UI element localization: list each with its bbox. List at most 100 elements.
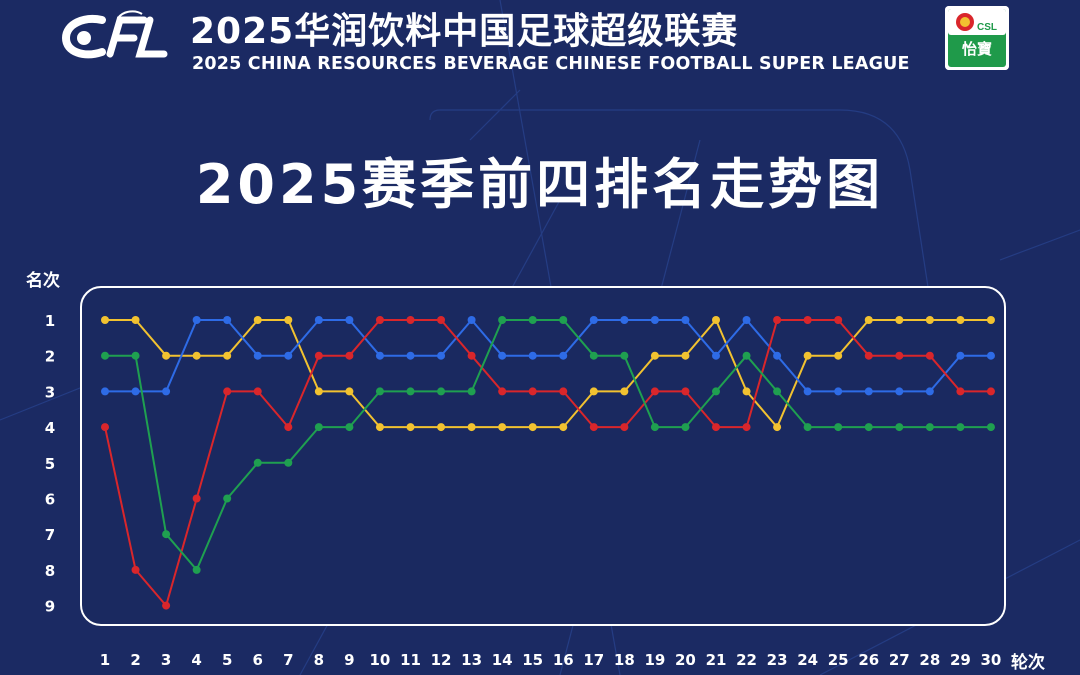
series-3-point	[406, 316, 415, 324]
series-line-2	[105, 319, 991, 393]
series-1-point	[223, 351, 232, 360]
series-1-point	[406, 423, 415, 432]
series-2-point	[375, 351, 384, 360]
series-4-point	[681, 423, 690, 432]
series-2-point	[895, 387, 904, 396]
series-1-point	[589, 387, 598, 396]
series-3-point	[162, 601, 171, 610]
series-2-point	[437, 351, 446, 360]
series-1-point	[467, 423, 476, 432]
series-3-point	[895, 351, 904, 360]
series-3-point	[986, 387, 995, 396]
series-line-1	[105, 319, 991, 429]
x-tick-label: 29	[950, 651, 971, 669]
x-tick-label: 16	[553, 651, 574, 669]
series-4-point	[375, 387, 384, 396]
series-4-point	[192, 565, 201, 574]
series-3-point	[192, 494, 201, 503]
series-2-point	[681, 316, 690, 324]
series-4-point	[803, 423, 812, 432]
series-1-point	[192, 351, 201, 360]
series-1-point	[834, 351, 843, 360]
series-1-point	[620, 387, 629, 396]
series-3-point	[101, 423, 109, 432]
x-tick-label: 8	[314, 651, 324, 669]
series-3-point	[589, 423, 598, 432]
series-4-point	[956, 423, 965, 432]
series-3-point	[834, 316, 843, 324]
series-1-point	[375, 423, 384, 432]
series-3-point	[467, 351, 476, 360]
series-3-point	[284, 423, 293, 432]
x-tick-label: 25	[828, 651, 849, 669]
series-3-point	[925, 351, 934, 360]
series-3-point	[375, 316, 384, 324]
series-2-point	[101, 387, 109, 396]
series-1-point	[925, 316, 934, 324]
x-tick-label: 14	[492, 651, 513, 669]
series-3-point	[773, 316, 782, 324]
series-2-point	[314, 316, 323, 324]
series-4-point	[528, 316, 537, 324]
series-1-point	[773, 423, 782, 432]
sponsor-badge-text: CSL	[977, 22, 997, 33]
x-tick-label: 13	[461, 651, 482, 669]
y-tick-label: 6	[45, 491, 55, 509]
series-line-3	[104, 319, 991, 607]
series-4-point	[864, 423, 873, 432]
x-tick-label: 19	[644, 651, 665, 669]
series-2-point	[498, 351, 507, 360]
series-2-point	[742, 316, 751, 324]
header: 2025华润饮料中国足球超级联赛 2025 CHINA RESOURCES BE…	[0, 0, 1080, 80]
x-tick-label: 22	[736, 651, 757, 669]
series-4-point	[895, 423, 904, 432]
series-3-point	[314, 351, 323, 360]
series-2-point	[925, 387, 934, 396]
series-3-point	[803, 316, 812, 324]
series-4-point	[406, 387, 415, 396]
series-4-point	[742, 351, 751, 360]
series-3-point	[650, 387, 659, 396]
series-4-point	[589, 351, 598, 360]
x-tick-label: 10	[370, 651, 391, 669]
x-tick-label: 1	[100, 651, 110, 669]
series-4-point	[253, 458, 262, 467]
series-1-point	[742, 387, 751, 396]
x-tick-label: 5	[222, 651, 232, 669]
series-4-point	[620, 351, 629, 360]
x-tick-label: 11	[400, 651, 421, 669]
x-tick-label: 18	[614, 651, 635, 669]
series-2-point	[712, 351, 720, 360]
series-4-point	[223, 494, 232, 503]
x-tick-label: 15	[522, 651, 543, 669]
series-4-point	[314, 423, 323, 432]
series-3-point	[498, 387, 507, 396]
series-3-point	[437, 316, 446, 324]
series-3-point	[620, 423, 629, 432]
series-4-point	[437, 387, 446, 396]
series-3-point	[712, 423, 720, 432]
x-tick-label: 2	[130, 651, 140, 669]
series-4-point	[925, 423, 934, 432]
series-3-point	[681, 387, 690, 396]
series-4-point	[101, 351, 109, 360]
series-4-point	[650, 423, 659, 432]
series-1-point	[681, 351, 690, 360]
series-1-point	[345, 387, 354, 396]
series-2-point	[284, 351, 293, 360]
x-tick-label: 17	[583, 651, 604, 669]
y-tick-label: 9	[45, 598, 55, 616]
series-2-point	[253, 351, 262, 360]
series-4-point	[345, 423, 354, 432]
x-tick-label: 23	[767, 651, 788, 669]
series-2-point	[406, 351, 415, 360]
series-2-point	[650, 316, 659, 324]
series-1-point	[559, 423, 568, 432]
y-tick-label: 3	[45, 383, 55, 401]
series-2-point	[223, 316, 232, 324]
series-4-point	[162, 530, 171, 539]
series-1-point	[437, 423, 446, 432]
series-4-point	[131, 351, 140, 360]
series-2-point	[620, 316, 629, 324]
